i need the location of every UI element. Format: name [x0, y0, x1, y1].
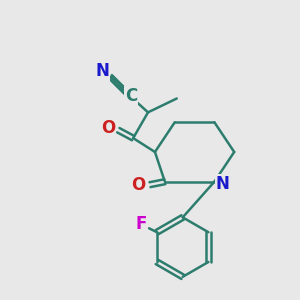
Text: N: N — [215, 175, 229, 193]
Text: O: O — [131, 176, 145, 194]
Text: C: C — [125, 86, 137, 104]
Text: O: O — [101, 119, 116, 137]
Text: N: N — [95, 62, 110, 80]
Text: F: F — [135, 215, 147, 233]
